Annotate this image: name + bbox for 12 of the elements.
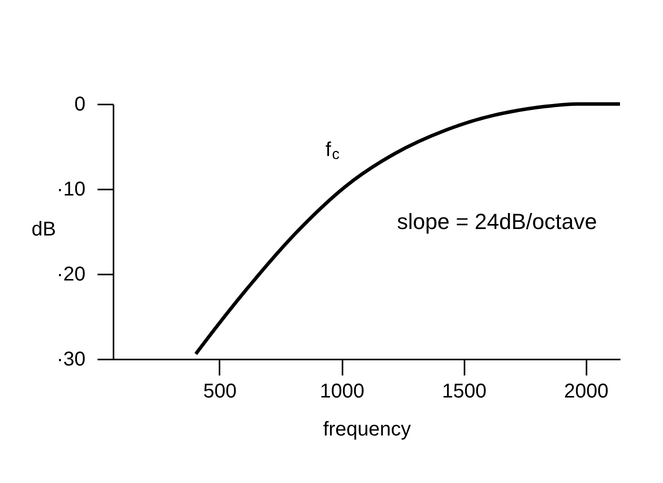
y-tick-label: ·20 <box>56 264 86 286</box>
x-axis-title: frequency <box>323 418 411 440</box>
x-tick-label: 500 <box>203 380 237 402</box>
y-tick-label: ·30 <box>56 348 86 370</box>
annotation: slope = 24dB/octave <box>397 209 597 234</box>
x-tick-label: 1500 <box>442 380 486 402</box>
y-tick-label: 0 <box>74 94 86 116</box>
y-tick-label: ·10 <box>56 178 86 200</box>
x-tick-label: 1000 <box>320 380 364 402</box>
line-series <box>194 102 622 356</box>
x-tick-label: 2000 <box>564 380 609 402</box>
y-axis-title: dB <box>32 218 56 240</box>
